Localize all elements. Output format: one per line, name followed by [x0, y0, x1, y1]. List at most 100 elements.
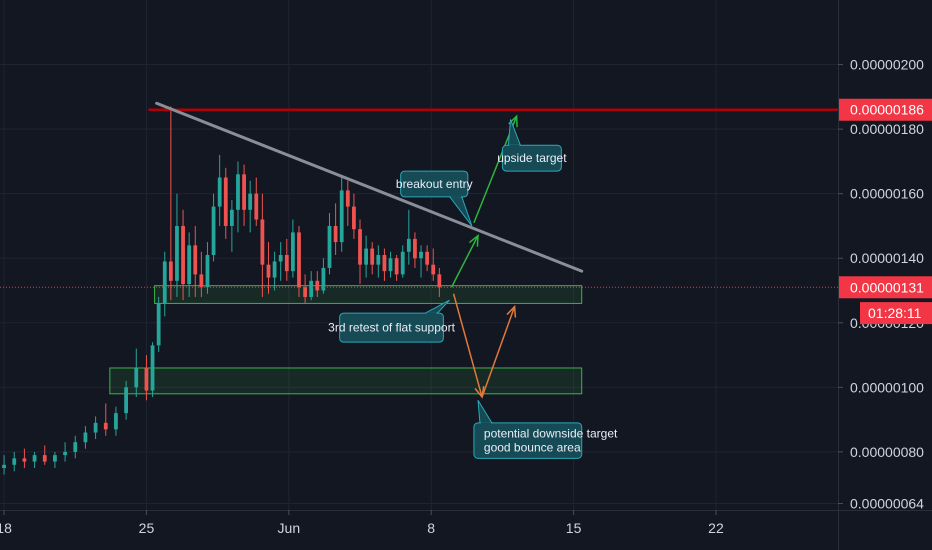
x-tick-label: 22	[708, 520, 724, 536]
candle-body	[144, 367, 149, 391]
annotation-box	[400, 170, 469, 198]
annotation-seam	[426, 312, 437, 315]
y-tick-label: 0.00000180	[850, 121, 924, 137]
annotation-text: good bounce area	[484, 441, 581, 455]
annotation-box	[339, 312, 444, 343]
candle-body	[181, 225, 185, 285]
candle-body	[103, 422, 108, 430]
candle-body	[2, 464, 6, 469]
countdown-tag-label: 01:28:11	[868, 305, 922, 321]
candle-body	[73, 442, 78, 452]
candle-body	[12, 458, 17, 465]
candle-body	[63, 451, 67, 456]
annotation-box	[473, 422, 583, 459]
annotation-upside-target: upside target	[497, 119, 567, 172]
candle-body	[272, 261, 277, 278]
candle-body	[284, 255, 289, 272]
x-tick-label: 8	[427, 520, 435, 536]
zones	[109, 285, 583, 395]
annotation-text: breakout entry	[396, 177, 473, 191]
y-tick-label: 0.00000200	[850, 57, 924, 73]
time-axis[interactable]: 18 25 Jun 8 15 22	[0, 510, 932, 536]
candle-body	[339, 190, 344, 243]
annotation-text: upside target	[497, 151, 567, 165]
candle-body	[134, 367, 139, 388]
annotation-seam	[509, 144, 520, 147]
x-tick-label: 25	[139, 520, 155, 536]
candle-body	[162, 261, 167, 304]
price-tag-bg	[839, 276, 932, 299]
candle-body	[114, 413, 118, 430]
candle-body	[278, 255, 283, 262]
candles	[2, 106, 442, 475]
candle-body	[175, 225, 179, 281]
candle-body	[352, 206, 356, 230]
candle-body	[32, 455, 37, 462]
candle-body	[124, 387, 128, 414]
arrows	[450, 114, 518, 399]
zone-downside-target	[109, 367, 583, 395]
countdown-tag-bg	[860, 302, 932, 325]
candle-body	[22, 458, 27, 462]
y-tick-label: 0.00000140	[850, 250, 924, 266]
x-tick-label: 15	[566, 520, 582, 536]
annotation-third-retest: 3rd retest of flat support	[328, 299, 456, 343]
x-tick-label: 18	[0, 520, 12, 536]
candle-body	[223, 177, 228, 226]
candle-body	[266, 264, 271, 278]
annotation-text: potential downside target	[484, 427, 618, 441]
candle-body	[260, 219, 265, 265]
price-tag-label: 0.00000131	[850, 279, 924, 295]
candle-body	[205, 255, 210, 288]
annotation-breakout-entry: breakout entry	[396, 170, 473, 227]
candle-body	[406, 238, 411, 252]
y-tick-label: 0.00000160	[850, 186, 924, 202]
candle-body	[93, 422, 98, 433]
annotations: breakout entry upside target 3rd retest of…	[328, 119, 618, 459]
price-tags: 0.00000186 0.00000131 01:28:11	[839, 98, 932, 325]
price-tag-bg	[839, 98, 932, 121]
candle-body	[370, 248, 375, 265]
candle-body	[413, 238, 417, 259]
lines	[0, 101, 838, 288]
price-tag: 0.00000131	[839, 276, 932, 299]
candle-body	[437, 274, 442, 288]
candle-body	[53, 455, 57, 462]
arrow-line	[450, 235, 479, 288]
candle-body	[187, 245, 192, 285]
annotation-seam	[450, 195, 461, 198]
y-tick-label: 0.00000064	[850, 496, 924, 512]
candle-body	[229, 209, 234, 226]
price-axis[interactable]: 0.00000200 0.00000180 0.00000160 0.00000140…	[838, 0, 924, 550]
candle-body	[419, 251, 423, 259]
annotation-seam	[480, 422, 491, 425]
candle-body	[199, 274, 204, 288]
candle-body	[333, 225, 338, 243]
y-tick-label: 0.00000100	[850, 379, 924, 395]
x-tick-label: Jun	[278, 520, 301, 536]
annotation-text: 3rd retest of flat support	[328, 321, 455, 335]
candle-body	[345, 190, 350, 207]
candle-body	[42, 455, 47, 462]
candle-body	[431, 264, 436, 275]
candle-body	[254, 193, 259, 220]
y-tick-label: 0.00000080	[850, 444, 924, 460]
countdown-tag: 01:28:11	[860, 302, 932, 325]
arrow-head	[468, 233, 479, 247]
candle-body	[327, 225, 332, 268]
candle-body	[211, 206, 216, 255]
candle-body	[236, 174, 240, 210]
candle-body	[358, 229, 362, 265]
arrow-head	[506, 304, 517, 318]
candle-body	[150, 345, 155, 391]
candle-body	[303, 287, 307, 297]
candle-body	[388, 258, 393, 272]
candle-body	[382, 255, 387, 272]
candle-body	[168, 261, 173, 281]
candle-body	[425, 251, 430, 265]
candle-body	[315, 280, 320, 291]
candle-body	[193, 245, 198, 275]
